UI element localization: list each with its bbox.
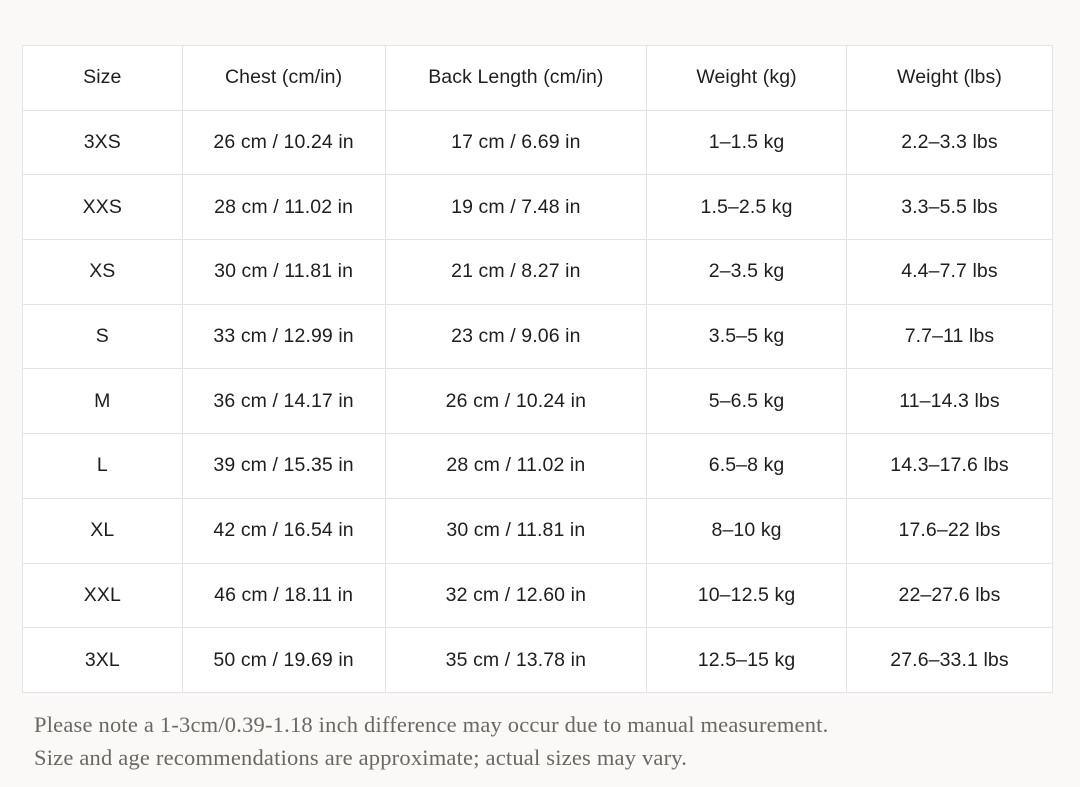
table-row: 3XL 50 cm / 19.69 in 35 cm / 13.78 in 12.5–…	[22, 627, 1054, 693]
table-cell-size: S	[22, 303, 183, 370]
table-cell-size: 3XS	[22, 109, 183, 176]
table-cell-chest: 36 cm / 14.17 in	[181, 368, 386, 435]
table-cell-weight-kg: 1–1.5 kg	[646, 109, 847, 176]
table-cell-back-length: 19 cm / 7.48 in	[384, 174, 648, 241]
table-row: 3XS 26 cm / 10.24 in 17 cm / 6.69 in 1–1.5 …	[22, 109, 1054, 176]
table-cell-weight-kg: 12.5–15 kg	[646, 627, 847, 693]
column-header-weight-kg: Weight (kg)	[646, 45, 847, 111]
table-cell-weight-lbs: 22–27.6 lbs	[845, 562, 1054, 629]
size-chart-header: Size Chest (cm/in) Back Length (cm/in) Weig…	[22, 45, 1054, 111]
table-cell-chest: 33 cm / 12.99 in	[181, 303, 386, 370]
table-cell-chest: 30 cm / 11.81 in	[181, 239, 386, 305]
table-cell-weight-kg: 5–6.5 kg	[646, 368, 847, 435]
table-cell-weight-kg: 6.5–8 kg	[646, 433, 847, 499]
table-cell-weight-kg: 2–3.5 kg	[646, 239, 847, 305]
table-row: L 39 cm / 15.35 in 28 cm / 11.02 in 6.5–8 k…	[22, 433, 1054, 499]
table-cell-weight-kg: 1.5–2.5 kg	[646, 174, 847, 241]
table-cell-weight-lbs: 2.2–3.3 lbs	[845, 109, 1054, 176]
measurement-note-line2: Size and age recommendations are approxi…	[34, 745, 688, 770]
column-header-size: Size	[22, 45, 183, 111]
table-cell-size: L	[22, 433, 183, 499]
table-cell-chest: 26 cm / 10.24 in	[181, 109, 386, 176]
table-cell-chest: 28 cm / 11.02 in	[181, 174, 386, 241]
table-cell-size: 3XL	[22, 627, 183, 693]
table-cell-back-length: 26 cm / 10.24 in	[384, 368, 648, 435]
table-cell-weight-kg: 10–12.5 kg	[646, 562, 847, 629]
table-cell-weight-kg: 8–10 kg	[646, 497, 847, 564]
table-cell-chest: 39 cm / 15.35 in	[181, 433, 386, 499]
table-cell-size: XL	[22, 497, 183, 564]
table-row: XS 30 cm / 11.81 in 21 cm / 8.27 in 2–3.5 k…	[22, 239, 1054, 305]
table-cell-weight-lbs: 11–14.3 lbs	[845, 368, 1054, 435]
table-cell-back-length: 28 cm / 11.02 in	[384, 433, 648, 499]
table-row: XL 42 cm / 16.54 in 30 cm / 11.81 in 8–10 k…	[22, 497, 1054, 564]
table-cell-back-length: 17 cm / 6.69 in	[384, 109, 648, 176]
measurement-note-line1: Please note a 1-3cm/0.39-1.18 inch diffe…	[34, 712, 829, 737]
table-cell-weight-lbs: 7.7–11 lbs	[845, 303, 1054, 370]
table-cell-back-length: 32 cm / 12.60 in	[384, 562, 648, 629]
table-cell-size: M	[22, 368, 183, 435]
table-cell-back-length: 21 cm / 8.27 in	[384, 239, 648, 305]
table-cell-size: XXL	[22, 562, 183, 629]
column-header-weight-lbs: Weight (lbs)	[845, 45, 1054, 111]
table-cell-size: XXS	[22, 174, 183, 241]
table-cell-weight-kg: 3.5–5 kg	[646, 303, 847, 370]
table-row: XXS 28 cm / 11.02 in 19 cm / 7.48 in 1.5–2.…	[22, 174, 1054, 241]
table-cell-weight-lbs: 27.6–33.1 lbs	[845, 627, 1054, 693]
size-chart: Size Chest (cm/in) Back Length (cm/in) Weig…	[22, 45, 1054, 693]
table-row: XXL 46 cm / 18.11 in 32 cm / 12.60 in 10–12…	[22, 562, 1054, 629]
table-cell-size: XS	[22, 239, 183, 305]
header-row: Size Chest (cm/in) Back Length (cm/in) Weig…	[22, 45, 1054, 111]
column-header-back-length: Back Length (cm/in)	[384, 45, 648, 111]
column-header-chest: Chest (cm/in)	[181, 45, 386, 111]
table-cell-chest: 50 cm / 19.69 in	[181, 627, 386, 693]
table-cell-back-length: 35 cm / 13.78 in	[384, 627, 648, 693]
table-cell-weight-lbs: 3.3–5.5 lbs	[845, 174, 1054, 241]
table-cell-weight-lbs: 14.3–17.6 lbs	[845, 433, 1054, 499]
table-row: S 33 cm / 12.99 in 23 cm / 9.06 in 3.5–5 kg…	[22, 303, 1054, 370]
table-cell-weight-lbs: 4.4–7.7 lbs	[845, 239, 1054, 305]
size-chart-body: 3XS 26 cm / 10.24 in 17 cm / 6.69 in 1–1.5 …	[22, 109, 1054, 693]
table-cell-chest: 42 cm / 16.54 in	[181, 497, 386, 564]
table-cell-back-length: 30 cm / 11.81 in	[384, 497, 648, 564]
table-cell-back-length: 23 cm / 9.06 in	[384, 303, 648, 370]
table-row: M 36 cm / 14.17 in 26 cm / 10.24 in 5–6.5 k…	[22, 368, 1054, 435]
table-cell-chest: 46 cm / 18.11 in	[181, 562, 386, 629]
table-cell-weight-lbs: 17.6–22 lbs	[845, 497, 1054, 564]
size-chart-table: Size Chest (cm/in) Back Length (cm/in) Weig…	[22, 45, 1054, 693]
measurement-notes: Please note a 1-3cm/0.39-1.18 inch diffe…	[34, 708, 1044, 774]
